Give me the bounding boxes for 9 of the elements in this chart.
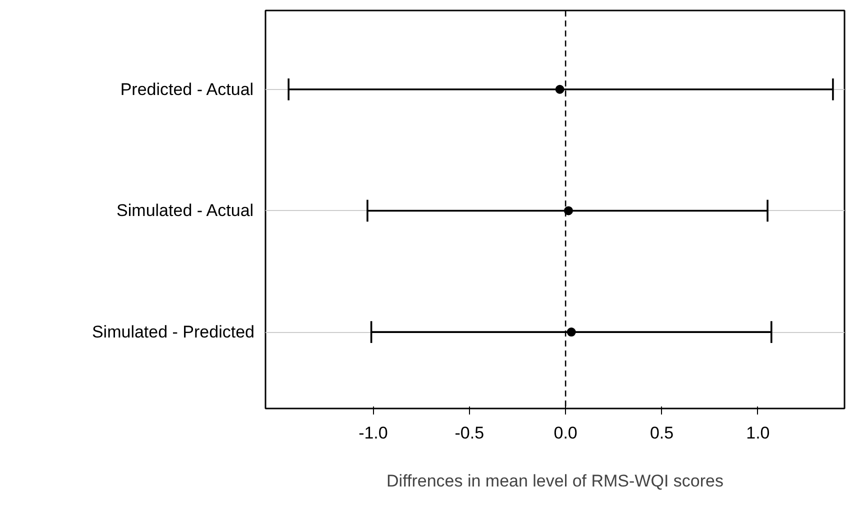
y-tick-label: Simulated - Actual — [116, 201, 254, 220]
x-tick-label: 0.5 — [650, 424, 674, 442]
x-tick-label: -0.5 — [454, 424, 484, 442]
x-tick-label: -1.0 — [358, 424, 388, 442]
y-tick-label: Predicted - Actual — [120, 80, 254, 99]
x-tick-label: 1.0 — [746, 424, 770, 442]
y-tick-label: Simulated - Predicted — [92, 322, 255, 342]
x-tick-label: 0.0 — [554, 424, 578, 442]
x-axis-title: Diffrences in mean level of RMS-WQI scores — [386, 472, 724, 490]
